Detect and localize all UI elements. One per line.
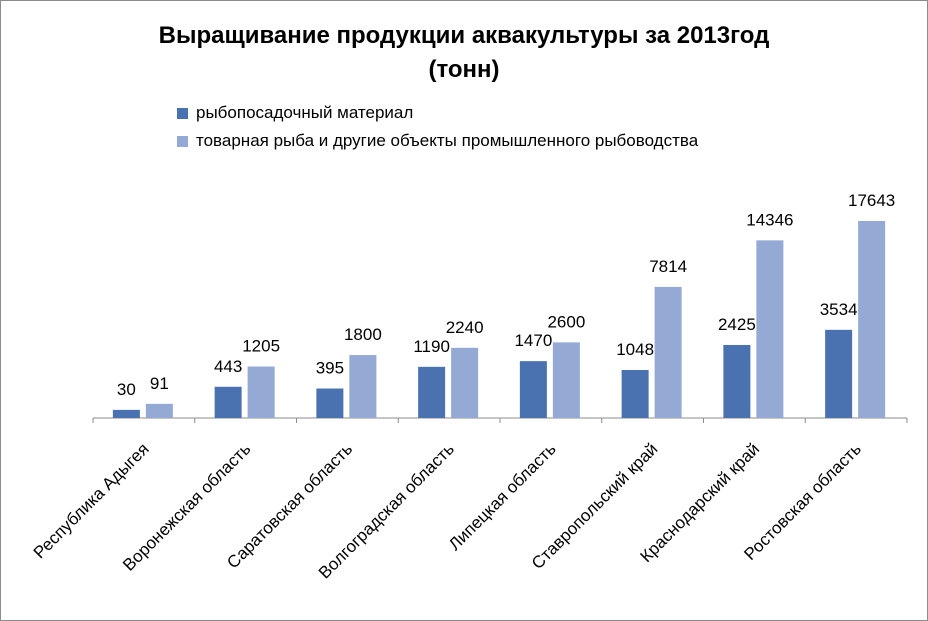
data-label-series1: 1048: [616, 340, 654, 359]
bar-series2: [349, 355, 377, 418]
bar-series1: [214, 386, 242, 418]
data-label-series2: 2600: [547, 312, 585, 331]
data-label-series1: 3534: [820, 300, 858, 319]
bar-series2: [552, 342, 580, 418]
data-label-series1: 443: [214, 357, 242, 376]
bar-series2: [654, 286, 682, 418]
data-label-series1: 2425: [718, 315, 756, 334]
bar-series1: [519, 361, 547, 418]
data-label-series2: 7814: [649, 257, 687, 276]
bar-series1: [418, 366, 446, 418]
data-label-series2: 14346: [746, 210, 793, 229]
x-tick-label: Республика Адыгея: [30, 439, 153, 562]
data-label-series1: 30: [117, 380, 136, 399]
legend-label-series1: рыбопосадочный материал: [196, 103, 414, 122]
bar-series2: [858, 221, 886, 418]
data-label-series1: 1470: [514, 331, 552, 350]
data-label-series1: 395: [316, 359, 344, 378]
legend-swatch-series1: [177, 107, 188, 119]
legend-entry-series1: рыбопосадочный материал: [177, 99, 698, 127]
data-label-series2: 1205: [242, 337, 280, 356]
legend-label-series2: товарная рыба и другие объекты промышлен…: [196, 131, 699, 150]
x-tick-label: Липецкая область: [445, 439, 560, 554]
legend-entry-series2: товарная рыба и другие объекты промышлен…: [177, 127, 698, 155]
chart-title-unit: (тонн): [428, 56, 500, 83]
x-tick-label: Ростовская область: [740, 439, 865, 564]
bar-series1: [316, 388, 344, 418]
legend-swatch-series2: [177, 135, 188, 147]
data-label-series1: 1190: [413, 337, 450, 356]
bar-series2: [145, 403, 173, 418]
bar-series1: [112, 409, 140, 418]
chart-title: Выращивание продукции аквакультуры за 20…: [1, 19, 927, 87]
bar-series1: [621, 369, 649, 418]
bar-series2: [451, 347, 479, 418]
data-label-series2: 2240: [446, 318, 484, 337]
bar-series2: [247, 366, 275, 418]
chart-legend: рыбопосадочный материал товарная рыба и …: [177, 99, 698, 155]
chart-title-main: Выращивание продукции аквакультуры за 20…: [158, 22, 770, 49]
bar-series1: [723, 344, 751, 418]
data-label-series2: 91: [150, 374, 169, 393]
data-label-series2: 1800: [344, 325, 382, 344]
bar-series2: [756, 240, 784, 418]
data-label-series2: 17643: [848, 191, 895, 210]
bar-series1: [825, 329, 853, 418]
